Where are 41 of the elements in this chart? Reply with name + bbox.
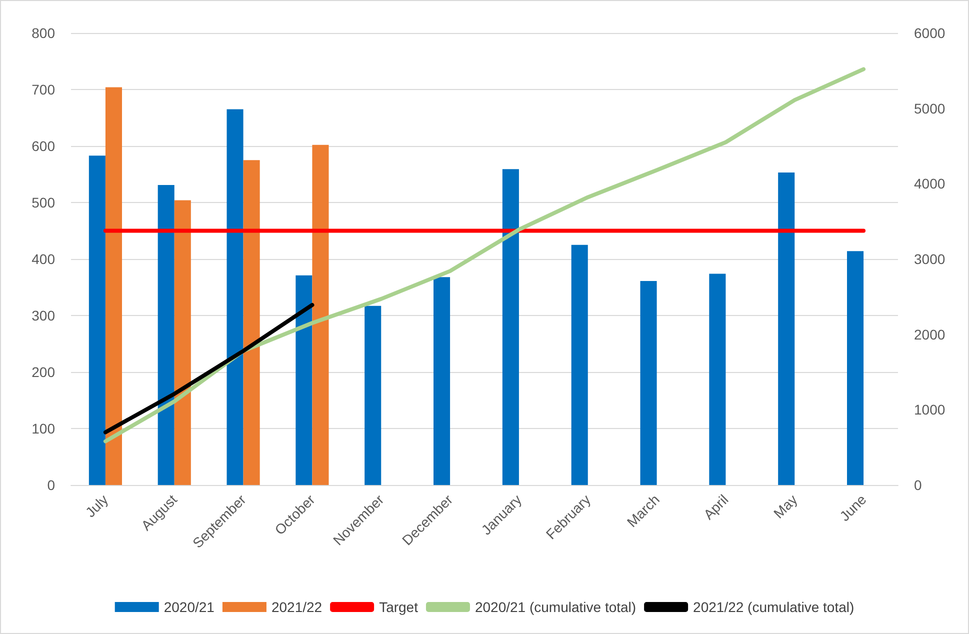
y-tick-label: 800	[32, 25, 56, 41]
bar	[434, 277, 450, 485]
line-series	[103, 67, 866, 444]
legend-label: 2021/22	[271, 599, 322, 615]
legend-label: 2020/21	[164, 599, 215, 615]
line-series	[103, 302, 314, 434]
y2-tick-label: 0	[914, 477, 922, 493]
legend-label: 2020/21 (cumulative total)	[474, 599, 636, 615]
y-tick-label: 400	[32, 251, 56, 267]
bar	[502, 169, 519, 485]
y-tick-label: 300	[32, 308, 56, 324]
y-tick-label: 100	[32, 420, 56, 436]
bar	[88, 156, 106, 485]
x-tick-label: July	[82, 491, 112, 520]
y-tick-label: 700	[32, 82, 56, 98]
legend-label: 2021/22 (cumulative total)	[693, 599, 854, 615]
y2-tick-label: 4000	[914, 176, 946, 192]
bar	[296, 275, 312, 485]
bar	[640, 281, 657, 485]
y2-tick-label: 1000	[914, 402, 946, 418]
bar	[105, 87, 122, 485]
y2-tick-label: 3000	[914, 251, 946, 267]
y2-tick-label: 6000	[914, 25, 946, 41]
legend-label: Target	[379, 599, 418, 615]
bar	[364, 306, 382, 485]
bar	[226, 109, 244, 485]
y-tick-label: 0	[47, 477, 56, 493]
y2-tick-label: 2000	[914, 326, 946, 342]
bar	[243, 160, 260, 485]
x-tick-label: May	[770, 491, 800, 522]
bar	[158, 184, 174, 485]
y2-tick-label: 5000	[914, 100, 946, 116]
bar	[709, 274, 726, 485]
bar	[312, 144, 329, 485]
bar	[847, 251, 864, 485]
bar	[174, 200, 191, 485]
y-tick-label: 200	[32, 364, 56, 380]
y-tick-label: 600	[32, 138, 56, 154]
bar	[778, 172, 795, 485]
y-tick-label: 500	[32, 194, 56, 210]
bar	[571, 244, 588, 485]
